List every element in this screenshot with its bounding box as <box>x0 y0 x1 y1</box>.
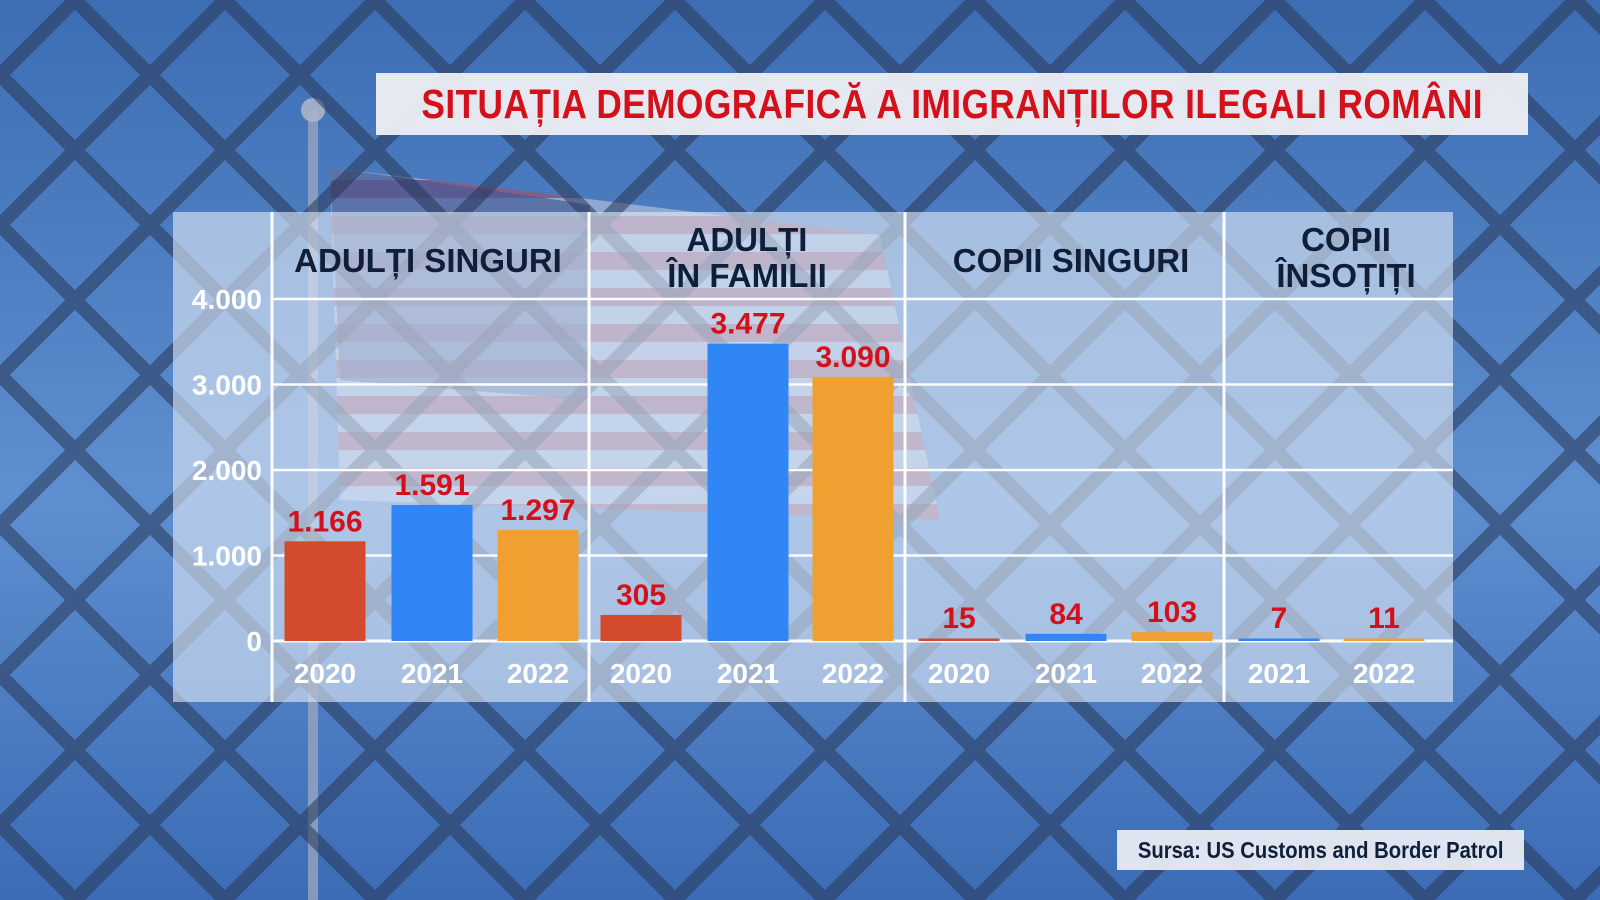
bar-value-label: 305 <box>616 579 666 612</box>
bar-value-label: 103 <box>1147 596 1197 629</box>
x-tick-label: 2022 <box>1353 658 1415 689</box>
bar-value-label: 84 <box>1049 598 1083 631</box>
bar-value-label: 1.591 <box>394 469 469 502</box>
label-layer: 4.000 3.000 2.000 1.000 0 ADULȚI SINGURI 1.166… <box>192 221 1416 689</box>
bar <box>497 530 579 641</box>
group-header: ADULȚI SINGURI <box>294 242 562 279</box>
bar-value-label: 11 <box>1368 602 1400 635</box>
group-header: COPII <box>1301 221 1391 258</box>
bar <box>284 541 366 641</box>
y-tick-label: 1.000 <box>192 541 262 572</box>
x-tick-label: 2020 <box>928 658 990 689</box>
x-tick-label: 2021 <box>717 658 779 689</box>
x-tick-label: 2021 <box>401 658 463 689</box>
x-tick-label: 2020 <box>610 658 672 689</box>
group-header: ADULȚI <box>687 221 808 258</box>
bar <box>1131 632 1213 641</box>
x-tick-label: 2022 <box>1141 658 1203 689</box>
bar-value-label: 3.090 <box>815 341 890 374</box>
bar <box>1343 638 1425 641</box>
x-tick-label: 2021 <box>1248 658 1310 689</box>
bar <box>812 376 894 641</box>
bar <box>707 343 789 641</box>
group-header: ÎN FAMILII <box>665 257 827 294</box>
bar <box>600 614 682 641</box>
bar-value-label: 3.477 <box>710 308 785 341</box>
bar-value-label: 15 <box>942 602 975 635</box>
x-tick-label: 2021 <box>1035 658 1097 689</box>
x-tick-label: 2020 <box>294 658 356 689</box>
bar <box>1238 638 1320 641</box>
bar <box>391 504 473 641</box>
group-header: ÎNSOȚIȚI <box>1274 257 1415 294</box>
bar-value-label: 1.166 <box>287 505 362 538</box>
x-tick-label: 2022 <box>507 658 569 689</box>
bar <box>918 638 1000 641</box>
x-tick-label: 2022 <box>822 658 884 689</box>
bar <box>1025 633 1107 641</box>
y-tick-label: 2.000 <box>192 455 262 486</box>
bar-value-label: 1.297 <box>500 494 575 527</box>
y-tick-label: 0 <box>246 626 262 657</box>
group-header: COPII SINGURI <box>953 242 1190 279</box>
y-tick-label: 3.000 <box>192 370 262 401</box>
source-caption: Sursa: US Customs and Border Patrol <box>1117 830 1524 870</box>
page-title: SITUAȚIA DEMOGRAFICĂ A IMIGRANȚILOR ILEG… <box>376 73 1528 135</box>
bar-layer <box>284 343 1425 641</box>
y-tick-label: 4.000 <box>192 284 262 315</box>
bar-value-label: 7 <box>1271 602 1288 635</box>
